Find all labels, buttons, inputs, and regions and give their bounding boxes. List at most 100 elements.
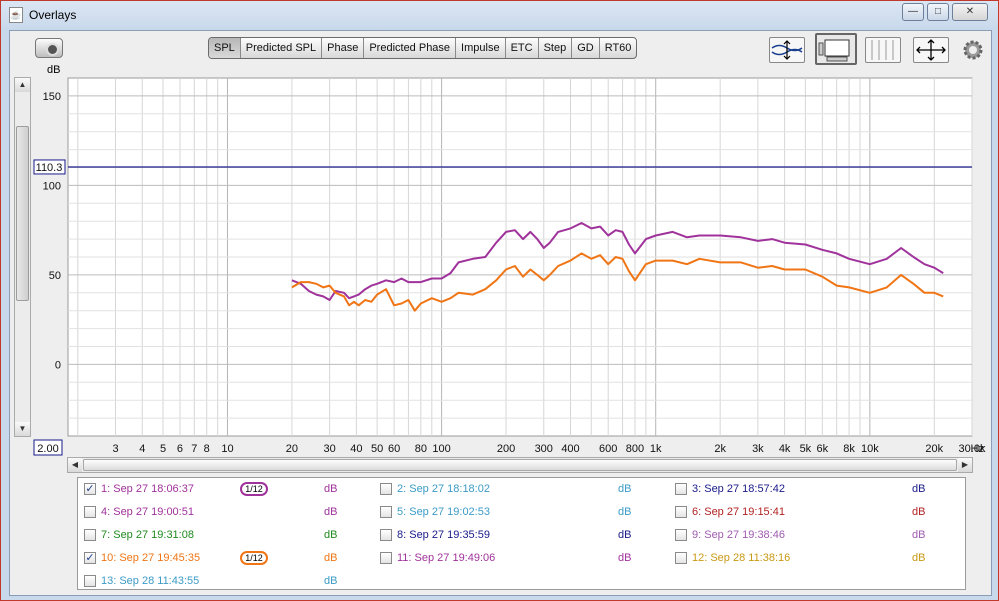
vertical-zoom-icon[interactable]: [769, 37, 805, 63]
legend-item[interactable]: 3: Sep 27 18:57:42: [675, 481, 875, 497]
legend-unit: dB: [912, 506, 926, 518]
y-tick-label: 100: [43, 180, 61, 192]
legend-unit: dB: [324, 552, 338, 564]
legend-item[interactable]: 6: Sep 27 19:15:41: [675, 504, 875, 520]
legend-checkbox[interactable]: [675, 483, 687, 495]
x-tick-label: 5: [160, 443, 166, 455]
y-tick-label: 0: [55, 359, 61, 371]
legend-label: 7: Sep 27 19:31:08: [101, 529, 194, 541]
x-tick-label: 80: [415, 443, 427, 455]
tab-predicted-spl[interactable]: Predicted SPL: [241, 38, 323, 58]
legend-checkbox[interactable]: [84, 506, 96, 518]
tab-impulse[interactable]: Impulse: [456, 38, 506, 58]
x-tick-label: 4k: [779, 443, 791, 455]
legend-checkbox[interactable]: [84, 575, 96, 587]
legend-label: 8: Sep 27 19:35:59: [397, 529, 490, 541]
marker-value: 110.3: [36, 162, 63, 174]
tab-gd[interactable]: GD: [572, 38, 600, 58]
maximize-button[interactable]: □: [927, 3, 949, 21]
legend-label: 10: Sep 27 19:45:35: [101, 552, 201, 564]
x-tick-label: 50: [371, 443, 383, 455]
legend-item[interactable]: 4: Sep 27 19:00:51: [84, 504, 284, 520]
pan-arrows-icon[interactable]: [913, 37, 949, 63]
close-button[interactable]: ✕: [952, 3, 988, 21]
legend-checkbox[interactable]: [380, 483, 392, 495]
tab-etc[interactable]: ETC: [506, 38, 539, 58]
legend-item[interactable]: 2: Sep 27 18:18:02: [380, 481, 580, 497]
x-tick-label: 3k: [752, 443, 764, 455]
grid-columns-icon[interactable]: [865, 37, 901, 63]
x-tick-label: 7: [191, 443, 197, 455]
y-tick-label: 50: [49, 270, 61, 282]
x-tick-label: 600: [599, 443, 617, 455]
legend-label: 9: Sep 27 19:38:46: [692, 529, 785, 541]
legend-label: 3: Sep 27 18:57:42: [692, 483, 785, 495]
x-tick-label: 8k: [843, 443, 855, 455]
spl-plot[interactable]: 150 100 50 0 3 4 5 6 7 8 10 20 30 40 50 60 80 100 200 300 40…: [10, 31, 991, 456]
legend-unit: dB: [618, 529, 632, 541]
legend-item[interactable]: 13: Sep 28 11:43:55: [84, 573, 284, 589]
minimize-button[interactable]: —: [902, 3, 924, 21]
x-axis-unit: Hz: [971, 443, 984, 455]
x-tick-label: 20: [286, 443, 298, 455]
x-tick-label: 6: [177, 443, 183, 455]
legend-label: 11: Sep 27 19:49:06: [397, 552, 496, 564]
smoothing-badge[interactable]: 1/12: [240, 482, 268, 496]
legend-checkbox[interactable]: [675, 506, 687, 518]
horizontal-scroll-thumb[interactable]: [83, 459, 957, 471]
legend-checkbox[interactable]: [675, 552, 687, 564]
legend-item[interactable]: 12: Sep 28 11:38:16: [675, 550, 875, 566]
y-axis-unit: dB: [47, 64, 61, 76]
tab-step[interactable]: Step: [539, 38, 573, 58]
x-min-box: [33, 439, 63, 456]
legend-item[interactable]: 7: Sep 27 19:31:08: [84, 527, 284, 543]
legend-checkbox[interactable]: [380, 529, 392, 541]
legend-item[interactable]: 5: Sep 27 19:02:53: [380, 504, 580, 520]
tab-phase[interactable]: Phase: [322, 38, 365, 58]
legend-label: 1: Sep 27 18:06:37: [101, 483, 194, 495]
x-tick-label: 100: [432, 443, 450, 455]
legend-checkbox[interactable]: [380, 506, 392, 518]
tab-spl[interactable]: SPL: [209, 38, 241, 58]
legend-item[interactable]: ✓ 1: Sep 27 18:06:37: [84, 481, 284, 497]
legend-item[interactable]: ✓ 10: Sep 27 19:45:35: [84, 550, 284, 566]
tab-rt60[interactable]: RT60: [604, 42, 632, 54]
scroll-up-arrow[interactable]: ▲: [15, 78, 30, 92]
legend-checkbox[interactable]: ✓: [84, 552, 96, 564]
x-tick-label: 300: [535, 443, 553, 455]
y-tick-label: 150: [43, 91, 61, 103]
legend-unit: dB: [618, 506, 632, 518]
legend-checkbox[interactable]: ✓: [84, 483, 96, 495]
horizontal-scrollbar[interactable]: ◀ ▶: [67, 457, 973, 473]
tab-predicted-phase[interactable]: Predicted Phase: [364, 38, 457, 58]
series-line-1: [291, 222, 944, 301]
x-tick-label: 30: [324, 443, 336, 455]
legend-checkbox[interactable]: [84, 529, 96, 541]
gear-icon[interactable]: [961, 38, 985, 62]
legend-unit: dB: [324, 506, 338, 518]
vertical-scrollbar[interactable]: ▲ ▼: [14, 77, 31, 437]
x-tick-label: 5k: [800, 443, 812, 455]
legend-checkbox[interactable]: [380, 552, 392, 564]
legend-item[interactable]: 9: Sep 27 19:38:46: [675, 527, 875, 543]
x-tick-label: 20k: [925, 443, 943, 455]
x-tick-label: 200: [497, 443, 515, 455]
legend-unit: dB: [324, 483, 338, 495]
legend-checkbox[interactable]: [675, 529, 687, 541]
title-bar[interactable]: ☕ Overlays — □ ✕: [1, 1, 998, 29]
x-tick-label: 40: [350, 443, 362, 455]
marker-value-box: [33, 159, 66, 175]
display-limits-icon[interactable]: [815, 33, 857, 65]
legend-label: 12: Sep 28 11:38:16: [692, 552, 791, 564]
scroll-right-arrow[interactable]: ▶: [958, 458, 972, 472]
smoothing-badge[interactable]: 1/12: [240, 551, 268, 565]
camera-icon[interactable]: [35, 38, 63, 58]
scroll-left-arrow[interactable]: ◀: [68, 458, 82, 472]
scroll-down-arrow[interactable]: ▼: [15, 422, 30, 436]
x-tick-label: 10: [221, 443, 233, 455]
legend-item[interactable]: 8: Sep 27 19:35:59: [380, 527, 580, 543]
vertical-scroll-thumb[interactable]: [16, 126, 29, 301]
legend-item[interactable]: 11: Sep 27 19:49:06: [380, 550, 580, 566]
series-line-2: [291, 252, 944, 312]
